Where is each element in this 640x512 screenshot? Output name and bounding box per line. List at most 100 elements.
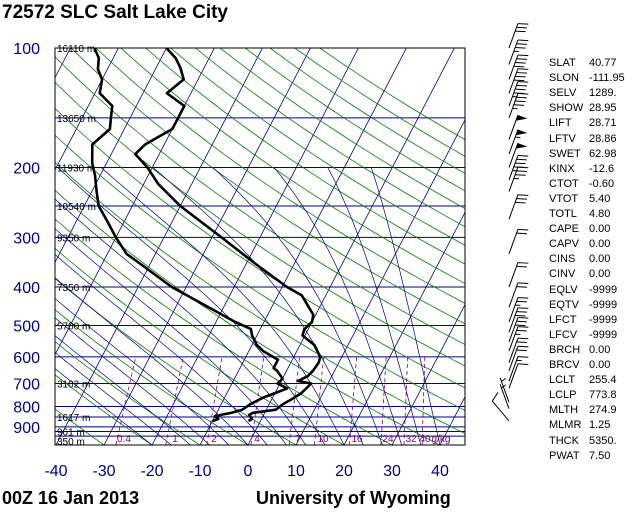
wind-barb-staff (508, 356, 519, 382)
dry-adiabat-line (55, 56, 465, 345)
moist-adiabat-line (55, 277, 249, 445)
dry-adiabat-line (55, 309, 249, 445)
isotherm-line (199, 48, 407, 445)
wind-barb-feather (517, 54, 529, 57)
height-label: 10540 m (57, 202, 96, 213)
mixing-ratio-label: 32 (405, 434, 417, 445)
wind-barb-feather (517, 81, 529, 83)
dry-adiabat-line (55, 341, 201, 445)
dry-adiabat-line (95, 48, 465, 304)
wind-barb-feather (491, 392, 499, 402)
temperature-tick-label: 0 (244, 463, 253, 480)
wind-barb-feather (515, 30, 526, 33)
index-value: 0.00 (589, 268, 611, 281)
height-label: 350 m (57, 437, 85, 448)
pressure-tick-label: 800 (13, 400, 40, 417)
wind-barb-feather (517, 23, 529, 25)
wind-barb (508, 81, 529, 107)
wind-barb-feather (517, 155, 529, 157)
wind-barb-pennant (515, 129, 528, 136)
isotherm-line (391, 303, 465, 445)
index-row: THCK 5350. (549, 435, 617, 447)
moist-adiabat-line (55, 254, 268, 445)
mixing-ratio-label: 1 (172, 434, 178, 445)
wind-barb (508, 194, 529, 220)
index-value: 28.71 (589, 117, 617, 130)
wind-barb-feather (513, 92, 525, 94)
dry-adiabat-line (55, 278, 297, 445)
dewpoint-profile (90, 48, 289, 423)
index-row: LCLP 773.8 (549, 389, 617, 401)
index-row: CAPE 0.00 (549, 223, 610, 235)
wind-barb-staff (508, 23, 519, 49)
index-key: LIFT (549, 117, 572, 130)
mixing-ratio-line (380, 356, 387, 445)
moist-adiabat-line (55, 368, 153, 445)
isotherm-line (55, 48, 119, 171)
index-row: TOTL 4.80 (549, 208, 610, 220)
wind-barb-staff (508, 346, 519, 371)
wind-barb-feather (517, 262, 529, 264)
moist-adiabat-line (55, 298, 230, 445)
dry-adiabat-line (55, 81, 465, 367)
wind-barb-staff (508, 39, 519, 65)
wind-barb-pennant (515, 143, 528, 149)
index-value: 0.00 (589, 253, 611, 266)
index-value: -9999 (589, 328, 618, 341)
wind-barb-feather (513, 104, 525, 106)
page-title: 72572 SLC Salt Lake City (2, 2, 228, 23)
moist-adiabat-line (100, 167, 345, 445)
index-key: PWAT (549, 449, 580, 462)
index-key: CINV (549, 268, 576, 281)
pressure-tick-label: 500 (13, 318, 40, 335)
index-row: SHOW 28.95 (549, 102, 617, 114)
wind-barb-feather (517, 39, 529, 42)
index-row: CTOT -0.60 (549, 178, 614, 190)
index-key: SWET (549, 147, 581, 160)
index-value: -9999 (589, 298, 618, 311)
wind-barb-feather (515, 75, 526, 78)
wind-barb-staff (508, 81, 519, 107)
index-key: SLON (549, 72, 579, 85)
temperature-profile (134, 48, 322, 423)
temperature-tick-label: 30 (383, 463, 401, 480)
mixing-ratio-line (349, 356, 357, 445)
wind-barb-feather (516, 96, 527, 99)
temperature-tick-label: -10 (188, 463, 211, 480)
wind-barb-staff (508, 194, 519, 220)
wind-barb-staff (508, 114, 519, 140)
wind-barb (508, 363, 529, 389)
index-value: 255.4 (589, 374, 617, 387)
wind-barb-staff (508, 317, 519, 343)
height-label: 1617 m (57, 413, 90, 424)
wind-barb (508, 356, 529, 382)
wind-barb-feather (516, 320, 527, 323)
wind-barb-staff (508, 363, 519, 389)
index-row: SWET 62.98 (549, 148, 617, 160)
index-key: LCLP (549, 389, 577, 402)
index-key: SLAT (549, 57, 576, 69)
wind-barb-feather (517, 356, 529, 358)
moist-adiabat-line (273, 167, 402, 445)
pressure-tick-label: 100 (13, 41, 40, 58)
height-label: 16110 m (57, 44, 95, 55)
wind-barb-feather (517, 326, 529, 328)
index-key: LFCT (549, 313, 577, 326)
wind-barb-pennant (515, 115, 528, 121)
wind-barb (508, 129, 528, 155)
wind-barb-feather (515, 324, 526, 327)
wind-barb-feather (517, 307, 529, 309)
moist-adiabat-line (370, 167, 441, 445)
wind-barb (508, 316, 529, 343)
index-key: LFTV (549, 132, 576, 145)
wind-barb (508, 23, 529, 49)
wind-barb-feather (515, 88, 526, 91)
wind-barb-staff (508, 68, 519, 94)
mixing-ratio-line (314, 356, 325, 445)
index-key: KINX (549, 162, 575, 175)
index-value: 1.25 (589, 419, 611, 432)
dry-adiabat-line (70, 48, 465, 325)
index-row: SLON -111.95 (549, 72, 625, 84)
wind-barb-feather (513, 79, 525, 82)
